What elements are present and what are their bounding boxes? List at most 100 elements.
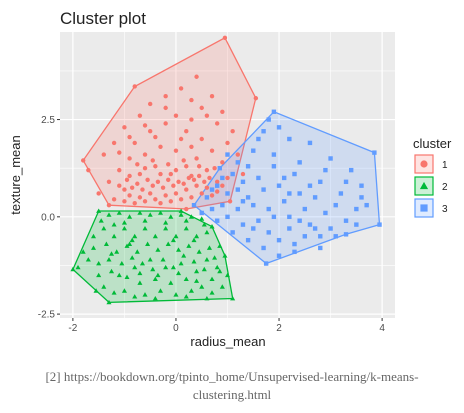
cluster-1-point [86,167,91,173]
cluster-3-point [338,191,344,196]
cluster-3-point [266,230,271,235]
cluster-3-point [287,136,292,142]
cluster-3-hull [193,111,381,265]
cluster-2-point [111,233,117,239]
x-tick-label: 2 [276,323,282,334]
cluster-1-point [173,191,179,196]
cluster-1-point [147,191,153,196]
cluster-2-point [142,292,148,297]
cluster-2-point [170,264,176,270]
cluster-1-point [124,177,130,183]
cluster-3-point [261,187,266,192]
cluster-3-point [372,150,377,155]
cluster-2-point [158,288,163,293]
cluster-2-point [124,243,130,248]
cluster-3-point [245,164,251,169]
cluster-2-point [225,272,230,278]
cluster-1-point [158,144,163,149]
cluster-2-point [114,249,120,254]
cluster-1-point [163,121,168,126]
cluster-3-point [214,218,220,223]
cluster-1-point [96,191,101,196]
cluster-2-point [142,218,148,223]
cluster-1-point [122,125,127,130]
cluster-1-point [132,84,137,89]
cluster-2-point [132,294,138,299]
legend: cluster 1 2 3 [413,136,452,218]
cluster-1-point [132,140,137,146]
cluster-1-point [220,183,225,188]
cluster-1-point [204,185,210,190]
cluster-2-point [214,264,220,270]
cluster-2-point [163,264,169,270]
cluster-2-point [101,284,107,289]
cluster-2-point [137,210,143,215]
cluster-1-point [163,105,168,111]
cluster-2-point [132,264,138,270]
cluster-2-point [188,214,194,219]
cluster-1-point [184,206,189,212]
cluster-2-point [124,274,130,279]
figure-caption: [2] https://bookdown.org/tpinto_home/Uns… [0,368,464,404]
cluster-1-point [150,183,155,188]
cluster-2-point [173,292,179,297]
cluster-1-point [199,105,204,111]
cluster-3-point [235,206,241,212]
cluster-2-point [181,253,187,258]
cluster-2-point [199,216,205,221]
cluster-3-point [307,183,313,188]
cluster-2-point [150,266,156,272]
cluster-3-point [354,206,359,212]
cluster-3-point [323,167,328,173]
cluster-3-point [281,199,287,204]
cluster-2-point [121,226,127,231]
cluster-3-point [261,129,266,134]
cluster-1-point [209,193,215,198]
cluster-2-point [209,290,215,295]
cluster-3-point [292,241,297,247]
cluster-1-point [147,129,153,134]
cluster-1-point [166,162,171,167]
cluster-1-point [111,197,117,202]
cluster-2-point [80,249,86,254]
cluster-2-point [201,222,207,227]
cluster-2-point [186,243,192,248]
cluster-2-point [217,268,223,274]
cluster-2-point [188,288,194,293]
cluster-3-point [217,165,222,171]
legend-marker-2 [419,181,429,190]
cluster-1-point [122,187,127,192]
cluster-3-point [261,245,266,251]
cluster-2-point [155,272,161,278]
cluster-2-point [168,280,174,285]
cluster-1-point [163,94,168,99]
cluster-3-point [251,148,256,153]
chart-title: Cluster plot [60,9,146,28]
cluster-2-point [183,226,189,231]
cluster-3-point [359,183,364,188]
cluster-1-point [209,94,215,99]
cluster-3-point [364,202,369,208]
legend-label-1: 1 [442,160,448,171]
x-axis-ticks: -2 0 2 4 [68,318,385,334]
cluster-2-point [91,233,96,239]
y-tick-label: -2.5 [38,310,56,321]
cluster-2-point [129,255,135,260]
cluster-1-point [199,191,204,196]
cluster-2-point [119,261,125,266]
y-tick-label: 2.5 [41,115,55,126]
caption-line-1: [2] https://bookdown.org/tpinto_home/Uns… [45,369,419,384]
cluster-2-point [106,257,112,262]
cluster-3-point [251,202,256,208]
x-tick-label: -2 [68,323,77,334]
cluster-3-point [328,156,333,161]
cluster-2-point [201,266,207,272]
cluster-3-point [287,214,292,220]
cluster-1-hull [82,36,257,210]
cluster-1-point [189,195,194,200]
cluster-2-point [145,241,151,246]
cluster-3-point [343,232,349,237]
cluster-1-point [176,179,181,185]
cluster-2-point [96,208,102,213]
cluster-1-point [196,164,202,169]
